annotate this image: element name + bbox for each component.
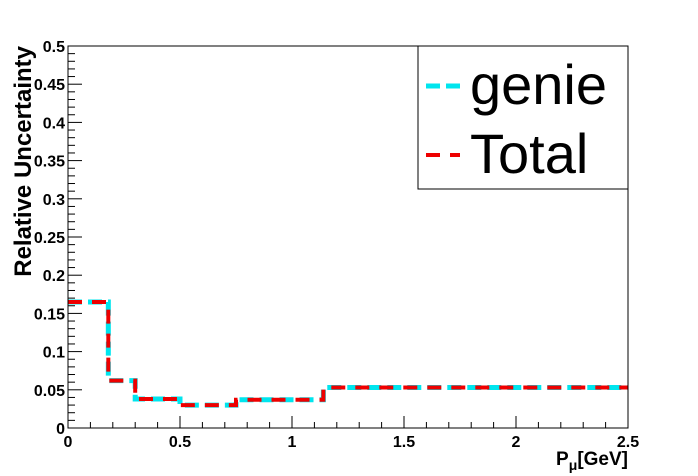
legend: genie Total	[417, 45, 629, 190]
series-line-genie	[68, 299, 628, 408]
y-tick-label: 0.45	[34, 77, 65, 94]
x-tick-label: 0.5	[169, 434, 191, 451]
y-tick-label: 0.05	[34, 383, 65, 400]
x-axis-title-unit: [GeV]	[577, 449, 628, 470]
y-tick-labels: 0 0.05 0.1 0.15 0.2 0.25 0.3 0.35 0.4 0.45 0.5	[34, 39, 65, 438]
y-tick-label: 0.4	[43, 115, 65, 132]
series-line-total	[68, 299, 628, 408]
y-axis-title: Relative Uncertainty	[10, 45, 37, 276]
plot-frame	[67, 45, 629, 429]
y-tick-label: 0.5	[43, 39, 65, 56]
legend-label-total: Total	[470, 122, 588, 185]
y-tick-label: 0.15	[34, 306, 65, 323]
y-tick-label: 0.1	[43, 345, 65, 362]
x-tick-label: 1.5	[393, 434, 415, 451]
x-tick-label: 1	[288, 434, 297, 451]
x-axis-title-main: P	[556, 449, 569, 470]
legend-label-genie: genie	[470, 53, 607, 116]
y-tick-label: 0.35	[34, 154, 65, 171]
y-tick-label: 0.25	[34, 230, 65, 247]
x-axis-title-subscript: μ	[569, 457, 578, 473]
x-tick-label: 0	[64, 434, 73, 451]
y-tick-label: 0.2	[43, 268, 65, 285]
x-tick-label: 2	[512, 434, 521, 451]
x-tick-labels: 0 0.5 1 1.5 2 2.5	[64, 434, 640, 451]
y-tick-label: 0.3	[43, 192, 65, 209]
x-axis-title: Pμ[GeV]	[556, 449, 628, 473]
x-tick-label: 2.5	[617, 434, 639, 451]
legend-box	[417, 45, 629, 190]
axis-ticks	[67, 45, 629, 429]
series-lines	[68, 299, 628, 408]
y-tick-label: 0	[56, 421, 65, 438]
